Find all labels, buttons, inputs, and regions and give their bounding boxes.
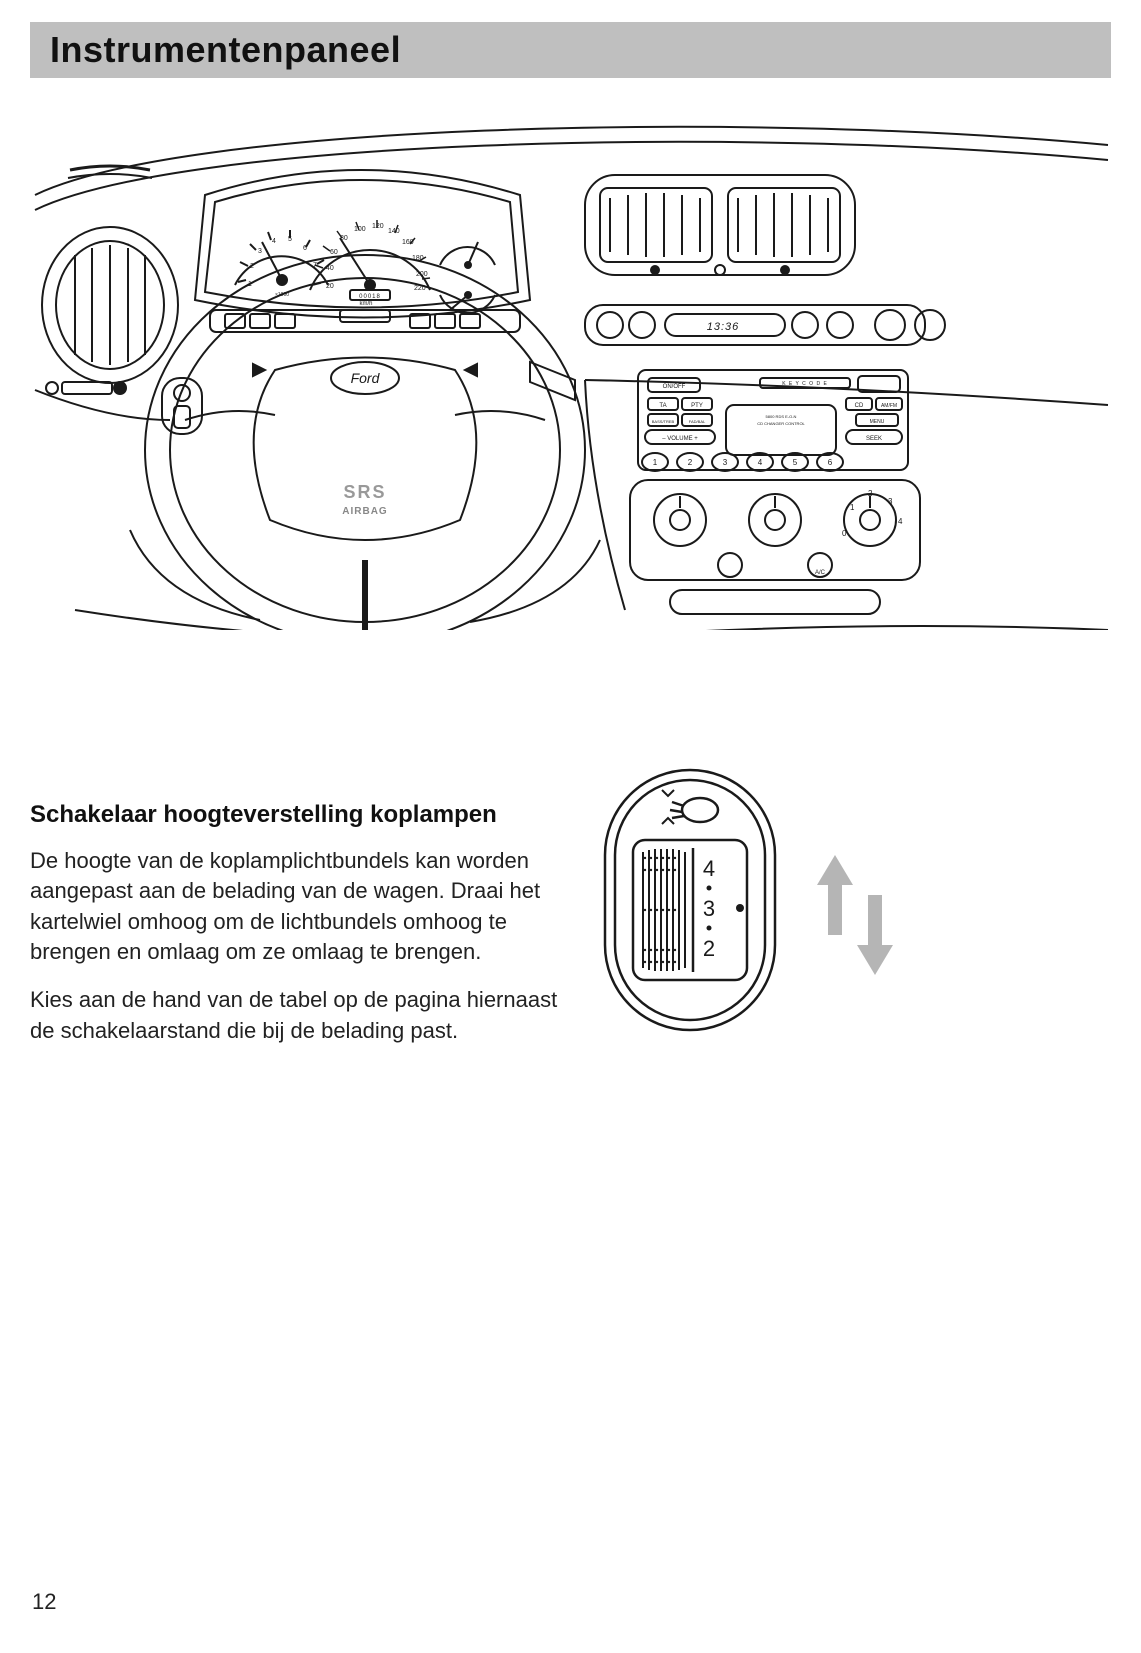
svg-text:5: 5 xyxy=(793,458,798,467)
svg-text:6: 6 xyxy=(828,458,833,467)
switch-number-2: 2 xyxy=(703,936,715,961)
svg-text:20: 20 xyxy=(326,283,334,290)
svg-text:40: 40 xyxy=(326,265,334,272)
header-bar: Instrumentenpaneel xyxy=(30,22,1111,78)
svg-text:00018: 00018 xyxy=(359,294,381,300)
svg-text:5: 5 xyxy=(288,236,292,243)
svg-text:3: 3 xyxy=(258,248,262,255)
svg-text:1: 1 xyxy=(248,281,252,288)
svg-text:4: 4 xyxy=(758,458,763,467)
svg-text:×1000: ×1000 xyxy=(275,292,289,298)
svg-text:100: 100 xyxy=(354,226,366,233)
svg-text:1: 1 xyxy=(850,503,855,512)
page-number: 12 xyxy=(32,1589,56,1615)
svg-text:7: 7 xyxy=(313,262,317,269)
switch-number-4: 4 xyxy=(703,856,715,881)
svg-text:TA: TA xyxy=(659,403,666,409)
airbag-text: AIRBAG xyxy=(342,506,387,517)
dashboard-illustration: Ford SRS AIRBAG 20 40 60 80 100 120 140 … xyxy=(30,110,1110,630)
svg-text:CD CHANGER CONTROL: CD CHANGER CONTROL xyxy=(757,421,805,426)
svg-text:160: 160 xyxy=(402,239,414,246)
svg-text:FAD/BAL: FAD/BAL xyxy=(689,419,706,424)
headlamp-switch-illustration: 4 3 2 xyxy=(585,760,910,1040)
svg-text:MENU: MENU xyxy=(870,419,885,425)
svg-text:2: 2 xyxy=(688,458,693,467)
section-para-1: De hoogte van de koplamplichtbundels kan… xyxy=(30,846,560,967)
svg-text:SEEK: SEEK xyxy=(866,436,882,442)
clock-display: 13:36 xyxy=(707,321,740,333)
svg-text:2: 2 xyxy=(250,263,254,270)
svg-text:2: 2 xyxy=(868,489,873,498)
svg-text:3: 3 xyxy=(723,458,728,467)
svg-text:4: 4 xyxy=(898,517,903,526)
up-down-arrows-icon xyxy=(817,855,893,975)
body-text-column: Schakelaar hoogteverstelling koplampen D… xyxy=(30,800,560,1064)
section-para-2: Kies aan de hand van de tabel op de pagi… xyxy=(30,985,560,1046)
svg-text:CD: CD xyxy=(855,403,864,409)
svg-text:5800 RDS E-O-N: 5800 RDS E-O-N xyxy=(766,414,797,419)
svg-text:120: 120 xyxy=(372,223,384,230)
section-title: Schakelaar hoogteverstelling koplampen xyxy=(30,800,560,830)
svg-text:1: 1 xyxy=(653,458,658,467)
svg-text:3: 3 xyxy=(888,497,893,506)
svg-text:BASS/TREB: BASS/TREB xyxy=(652,419,675,424)
svg-text:200: 200 xyxy=(416,271,428,278)
srs-text: SRS xyxy=(343,482,386,502)
svg-text:K E Y C O D E: K E Y C O D E xyxy=(782,381,828,387)
svg-text:6: 6 xyxy=(303,245,307,252)
ford-logo-text: Ford xyxy=(351,370,381,386)
svg-text:PTY: PTY xyxy=(691,403,703,409)
svg-text:4: 4 xyxy=(272,238,276,245)
svg-text:0: 0 xyxy=(842,529,847,538)
svg-text:140: 140 xyxy=(388,228,400,235)
svg-text:60: 60 xyxy=(330,249,338,256)
svg-text:AM/FM: AM/FM xyxy=(881,403,897,409)
svg-text:180: 180 xyxy=(412,255,424,262)
svg-text:ON/OFF: ON/OFF xyxy=(663,384,686,390)
svg-text:220: 220 xyxy=(414,285,426,292)
svg-text:km/h: km/h xyxy=(359,301,372,307)
page-title: Instrumentenpaneel xyxy=(50,29,401,71)
svg-text:A/C: A/C xyxy=(815,570,826,576)
svg-text:80: 80 xyxy=(340,235,348,242)
svg-text:– VOLUME +: – VOLUME + xyxy=(662,436,698,442)
page: Instrumentenpaneel xyxy=(0,0,1141,1653)
switch-number-3: 3 xyxy=(703,896,715,921)
